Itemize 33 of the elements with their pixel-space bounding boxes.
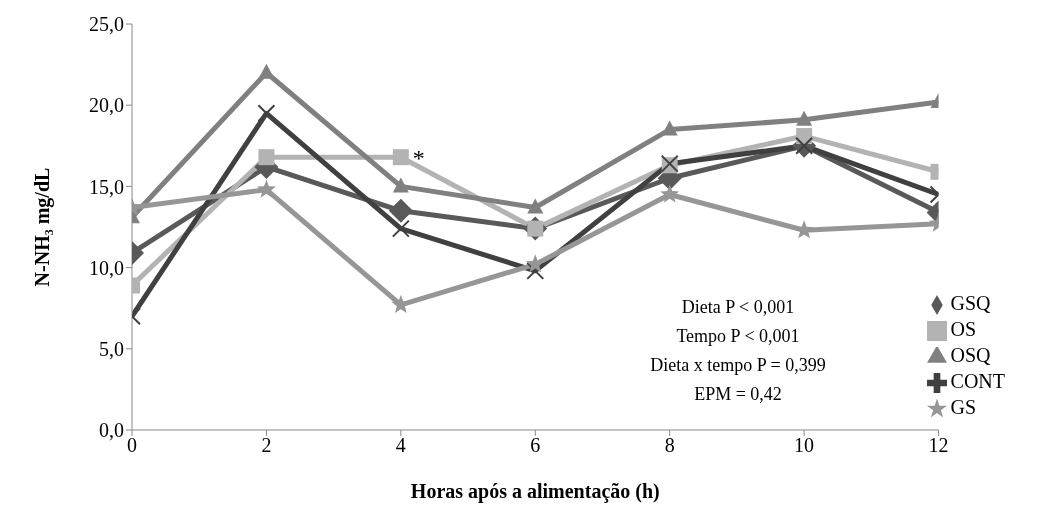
- text: EPM = 0,42: [694, 384, 782, 404]
- y-tick-label: 5,0: [99, 337, 124, 360]
- point: [526, 261, 545, 280]
- legend-label: GS: [950, 396, 977, 418]
- point: [391, 219, 410, 238]
- point: [388, 198, 413, 223]
- y-tick-label: 20,0: [89, 94, 124, 117]
- point: [527, 198, 544, 214]
- y-tick-label: 15,0: [89, 175, 124, 198]
- point: [392, 177, 409, 193]
- x-tick-label: 0: [127, 434, 137, 457]
- point: [660, 184, 680, 203]
- text: Dieta P < 0,001: [681, 297, 795, 317]
- y-tick-label: 25,0: [89, 13, 124, 36]
- x-tick-label: 10: [794, 434, 815, 457]
- legend-label: OSQ: [950, 344, 991, 366]
- text: Dieta x tempo P = 0,399: [650, 355, 826, 375]
- legend-label: CONT: [950, 370, 1005, 392]
- x-tick-label: 4: [395, 434, 406, 457]
- point: [525, 254, 545, 273]
- y-axis-title: N-NH₃ mg/dL: [31, 167, 55, 287]
- legend-label: GSQ: [950, 292, 991, 314]
- x-tick-label: 6: [530, 434, 541, 457]
- x-tick-label: 2: [261, 434, 272, 457]
- y-tick-label: 10,0: [89, 256, 124, 279]
- y-tick-label: 0,0: [99, 419, 124, 442]
- annotation: *: [412, 144, 425, 171]
- x-tick-label: 12: [928, 434, 949, 457]
- x-tick-label: 8: [664, 434, 675, 457]
- text: Tempo P < 0,001: [676, 326, 800, 346]
- x-axis-title: Horas após a alimentação (h): [410, 480, 660, 503]
- point: [392, 149, 409, 166]
- legend-label: OS: [950, 318, 977, 340]
